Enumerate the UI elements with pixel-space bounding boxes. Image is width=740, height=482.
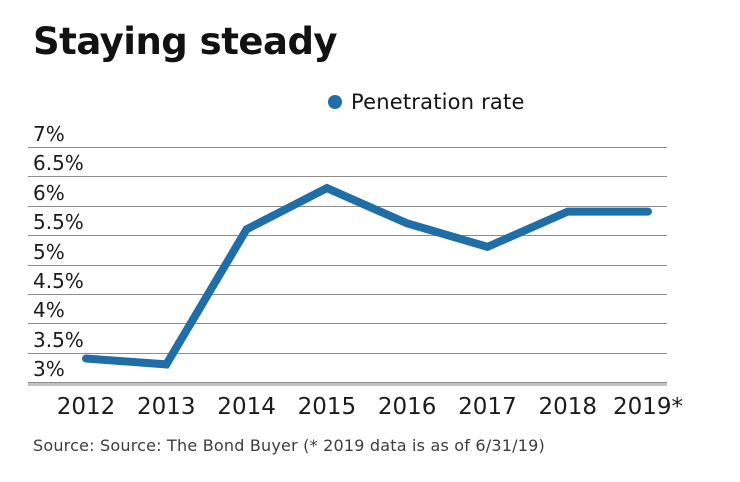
y-tick-label: 7% — [33, 122, 65, 146]
legend: Penetration rate — [328, 90, 525, 114]
x-tick-label: 2016 — [377, 394, 437, 420]
source-note: Source: Source: The Bond Buyer (* 2019 d… — [33, 436, 545, 455]
x-tick-label: 2018 — [538, 394, 598, 420]
series-line-svg — [82, 183, 652, 369]
x-tick-label: 2015 — [297, 394, 357, 420]
y-tick-label: 6% — [33, 180, 65, 205]
gridline — [28, 205, 667, 207]
y-tick-label: 4% — [33, 298, 65, 323]
gridline — [28, 147, 667, 148]
x-tick-label: 2014 — [217, 394, 276, 420]
y-tick-label: 5% — [33, 239, 65, 264]
y-tick-label: 5.5% — [33, 210, 84, 235]
gridline — [28, 264, 667, 266]
x-tick-label: 2017 — [458, 394, 517, 420]
y-tick-label: 3.5% — [33, 327, 84, 352]
legend-label: Penetration rate — [351, 90, 525, 114]
x-axis-line — [28, 383, 667, 386]
x-tick-label: 2013 — [137, 394, 196, 420]
gridline — [28, 176, 667, 178]
legend-marker-icon — [328, 95, 342, 109]
gridline — [28, 293, 667, 295]
y-tick-label: 6.5% — [33, 151, 84, 176]
chart-title: Staying steady — [33, 20, 338, 63]
series-line — [82, 183, 652, 369]
y-tick-label: 4.5% — [33, 268, 84, 293]
gridline — [28, 235, 667, 237]
y-tick-label: 3% — [33, 357, 65, 381]
gridline — [28, 382, 667, 383]
gridline — [28, 352, 667, 354]
x-tick-label: 2019* — [612, 394, 684, 420]
x-tick-label: 2012 — [56, 394, 116, 420]
gridline — [28, 323, 667, 325]
plot-area: 7% 6.5% 6% 5.5% 5% 4.5% 4% 3.5% 3% 2012 2013 2014 20… — [0, 120, 740, 420]
